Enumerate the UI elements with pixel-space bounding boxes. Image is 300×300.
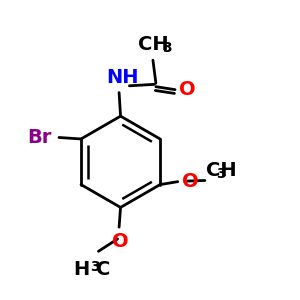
Text: 3: 3 [90, 260, 100, 274]
Text: C: C [96, 260, 110, 278]
Text: O: O [182, 172, 199, 191]
Text: NH: NH [106, 68, 138, 87]
Text: Br: Br [27, 128, 52, 147]
Text: 3: 3 [162, 41, 172, 55]
Text: O: O [112, 232, 129, 251]
Text: O: O [178, 80, 195, 99]
Text: CH: CH [206, 160, 237, 180]
Text: 3: 3 [216, 167, 226, 181]
Text: CH: CH [138, 35, 168, 54]
Text: H: H [74, 260, 90, 278]
